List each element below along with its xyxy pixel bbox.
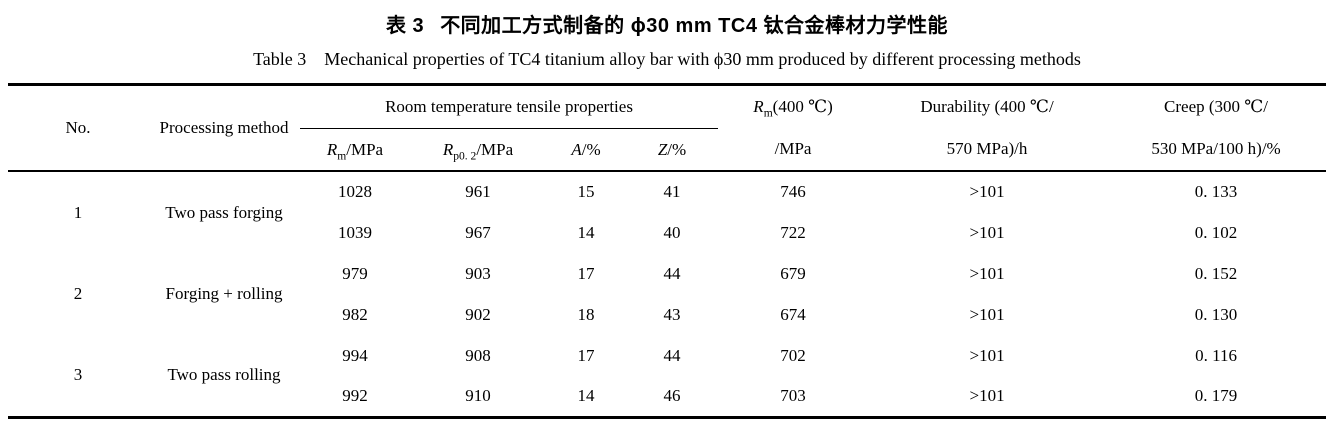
cell-processing-method: Two pass rolling: [167, 365, 281, 385]
cell-no: 1: [73, 202, 83, 222]
cell-creep: 0. 130: [1194, 304, 1238, 324]
rm400-unit: /MPa: [774, 139, 812, 158]
cell-a: 18: [577, 304, 595, 324]
rp02-subscript: p0. 2: [453, 149, 477, 163]
cell-no: 3: [73, 365, 83, 385]
col-header-processing-method: Processing method: [148, 84, 300, 172]
a-unit: /%: [581, 139, 601, 159]
table-body: 1 Two pass forging 1028 961 15 41 746 >1…: [8, 171, 1326, 417]
cell-a: 14: [577, 222, 595, 242]
cell-rp02: 902: [465, 304, 491, 324]
table-caption-cn-label: 表 3: [386, 15, 425, 37]
table-caption-cn-text: 不同加工方式制备的 ϕ30 mm TC4 钛合金棒材力学性能: [440, 15, 948, 37]
cell-rp02: 903: [465, 263, 491, 283]
cell-rm400: 702: [780, 345, 806, 365]
rm400-symbol: R: [753, 97, 764, 116]
cell-rm400: 674: [780, 304, 806, 324]
cell-durability: >101: [969, 385, 1005, 405]
cell-z: 41: [663, 182, 681, 201]
durability-line2: 570 MPa)/h: [946, 139, 1028, 158]
col-header-no: No.: [8, 84, 148, 172]
a-symbol: A: [571, 139, 582, 159]
cell-rp02: 967: [465, 222, 491, 242]
table-row: 992 910 14 46 703 >101 0. 179: [8, 376, 1326, 417]
col-header-reduction: Z/%: [626, 128, 719, 173]
cell-durability: >101: [969, 182, 1005, 201]
col-header-durability: Durability (400 ℃/ 570 MPa)/h: [868, 84, 1107, 172]
rm-symbol: R: [326, 139, 338, 159]
table-row: 3 Two pass rolling 994 908 17 44 702 >10…: [8, 335, 1326, 385]
cell-z: 44: [663, 263, 681, 283]
cell-durability: >101: [969, 345, 1005, 365]
cell-z: 40: [663, 222, 681, 242]
col-header-rm: Rm/MPa: [300, 128, 410, 173]
cell-rm400: 722: [780, 222, 806, 242]
cell-rp02: 961: [465, 182, 491, 201]
cell-processing-method: Forging + rolling: [165, 284, 283, 303]
z-symbol: Z: [657, 139, 668, 159]
col-header-rm-400c: Rm(400 ℃) /MPa: [718, 84, 869, 172]
cell-z: 43: [663, 304, 681, 324]
cell-rm400: 679: [780, 263, 806, 283]
table-caption-en-label: Table 3: [253, 49, 307, 69]
cell-a: 17: [577, 263, 595, 283]
cell-rm400: 746: [780, 182, 806, 201]
cell-durability: >101: [969, 263, 1005, 283]
mechanical-properties-table: No. Processing method Room temperature t…: [8, 83, 1327, 419]
rm400-condition: (400 ℃): [772, 97, 833, 116]
cell-rp02: 908: [465, 345, 491, 365]
durability-line1: Durability (400 ℃/: [920, 97, 1054, 116]
col-header-elongation: A/%: [546, 128, 626, 173]
col-header-rp02: Rp0. 2/MPa: [410, 128, 546, 173]
cell-a: 15: [577, 182, 595, 201]
rp02-unit: /MPa: [476, 139, 514, 159]
cell-z: 46: [663, 385, 681, 405]
table-row: 1039 967 14 40 722 >101 0. 102: [8, 212, 1326, 253]
table-row: 2 Forging + rolling 979 903 17 44 679 >1…: [8, 253, 1326, 304]
rp02-symbol: R: [442, 139, 454, 159]
cell-rm: 1039: [338, 222, 372, 242]
cell-rm: 994: [342, 345, 368, 365]
cell-creep: 0. 102: [1194, 222, 1238, 242]
rm400-subscript: m: [763, 106, 773, 120]
creep-line2: 530 MPa/100 h)/%: [1151, 139, 1281, 158]
cell-processing-method: Two pass forging: [165, 202, 283, 222]
cell-creep: 0. 152: [1194, 263, 1238, 283]
cell-rp02: 910: [465, 385, 491, 405]
col-header-creep: Creep (300 ℃/ 530 MPa/100 h)/%: [1106, 84, 1327, 172]
table-caption-english: Table 3 Mechanical properties of TC4 tita…: [0, 49, 1334, 70]
table-header: No. Processing method Room temperature t…: [8, 84, 1327, 173]
rm-unit: /MPa: [346, 139, 384, 159]
cell-a: 17: [577, 345, 595, 365]
table-row: 982 902 18 43 674 >101 0. 130: [8, 294, 1326, 335]
cell-durability: >101: [969, 304, 1005, 324]
cell-creep: 0. 133: [1194, 182, 1238, 201]
cell-no: 2: [73, 284, 83, 303]
cell-z: 44: [663, 345, 681, 365]
table-row: 1 Two pass forging 1028 961 15 41 746 >1…: [8, 171, 1326, 222]
cell-durability: >101: [969, 222, 1005, 242]
table-caption-en-text: Mechanical properties of TC4 titanium al…: [324, 49, 1081, 69]
cell-rm: 982: [342, 304, 368, 324]
cell-a: 14: [577, 385, 595, 405]
z-unit: /%: [667, 139, 687, 159]
cell-rm: 979: [342, 263, 368, 283]
cell-creep: 0. 179: [1194, 385, 1238, 405]
creep-line1: Creep (300 ℃/: [1164, 97, 1269, 116]
cell-creep: 0. 116: [1195, 345, 1237, 365]
cell-rm: 992: [342, 385, 368, 405]
cell-rm400: 703: [780, 385, 806, 405]
col-group-room-temperature: Room temperature tensile properties: [300, 84, 719, 130]
rm-subscript: m: [337, 149, 347, 163]
cell-rm: 1028: [338, 182, 372, 201]
table-caption-chinese: 表 3 不同加工方式制备的 ϕ30 mm TC4 钛合金棒材力学性能: [0, 0, 1334, 38]
